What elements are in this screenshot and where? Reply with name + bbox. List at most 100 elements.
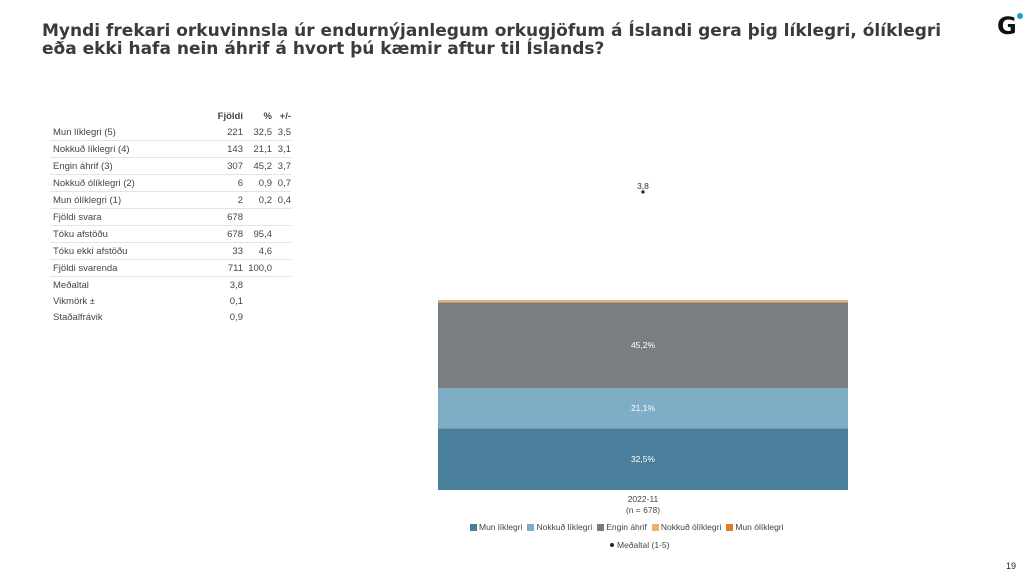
stats-row-label: Staðalfrávik [53,311,103,323]
mean-marker-icon [610,543,614,547]
bar-segment-label: 32,5% [631,454,656,464]
legend-label: Nokkuð ólíklegri [660,522,722,532]
stats-row: Tóku ekki afstöðu 33 4,6 [50,242,291,260]
stats-row-count: 3,8 [229,279,243,291]
stats-row-margin [272,259,291,277]
stats-row-count: 221 [193,124,243,141]
stats-row-label: Tóku afstöðu [50,225,193,243]
page-number: 19 [1006,561,1017,571]
stats-row-label: Nokkuð líklegri (4) [50,140,193,158]
stats-row-margin: 3,5 [272,124,291,141]
stats-row-percent: 32,5 [243,124,272,141]
stats-row-count: 2 [193,191,243,209]
stats-row: Meðaltal 3,8 [50,277,291,294]
stats-row-label: Meðaltal [53,279,89,291]
category-sublabel: (n = 678) [626,505,660,515]
stats-row: Staðalfrávik 0,9 [50,309,291,325]
stats-row: Engin áhrif (3) 307 45,2 3,7 [50,157,291,175]
stats-header-label [50,108,193,124]
stats-row-label: Mun líklegri (5) [50,124,193,141]
category-label: 2022-11 [628,494,659,504]
bar-segment-label: 21,1% [631,403,656,413]
bar-segment [438,302,848,389]
stats-row-label: Fjöldi svarenda [50,259,193,277]
stats-row: Fjöldi svarenda 711 100,0 [50,259,291,277]
stats-row-percent: 100,0 [243,259,272,277]
stats-row-margin [272,293,291,309]
stats-row-count: 33 [193,242,243,260]
legend-swatch-icon [651,523,659,531]
legend-item: Engin áhrif [597,522,647,532]
stats-row-count: 6 [193,174,243,192]
stats-row: Tóku afstöðu 678 95,4 [50,225,291,243]
stats-row-percent [243,277,272,294]
stats-row-margin [272,225,291,243]
stats-row-count: 0,1 [229,295,243,307]
legend-label: Engin áhrif [606,522,647,532]
stats-row-count: 143 [193,140,243,158]
bar-segment [438,300,848,303]
stats-row-label: Vikmörk ± [53,295,95,307]
legend-label: Mun líklegri [479,522,523,532]
stats-row: Vikmörk ± 0,1 [50,293,291,309]
gallup-logo: G [997,12,1023,40]
mean-legend: Meðaltal (1-5) [610,540,669,550]
stats-row-label: Engin áhrif (3) [50,157,193,175]
stats-row-percent: 0,9 [243,174,272,192]
legend-item: Mun líklegri [470,522,522,532]
stats-row-margin: 0,4 [272,191,291,209]
stats-row: Nokkuð líklegri (4) 143 21,1 3,1 [50,140,291,158]
legend-swatch-icon [597,523,605,531]
stats-row-percent: 0,2 [243,191,272,209]
stats-row-count: 307 [193,157,243,175]
stats-row-label: Tóku ekki afstöðu [50,242,193,260]
logo-dot-icon [1017,13,1023,19]
mean-value-label: 3,8 [637,181,649,191]
chart-title: Myndi frekari orkuvinnsla úr endurnýjanl… [42,21,942,59]
bar-segment [438,388,848,429]
stats-header-percent: % [263,110,272,122]
stats-row-margin [272,242,291,260]
legend-item: Nokkuð líklegri [527,522,592,532]
stats-row: Mun ólíklegri (1) 2 0,2 0,4 [50,191,291,209]
stacked-bar-chart: 32,5% 21,1% 45,2% 3,8 2022-11(n = 678) [438,181,848,515]
stats-row: Fjöldi svara 678 [50,208,291,226]
stats-header-count: Fjöldi [217,110,243,122]
stats-row-label: Nokkuð ólíklegri (2) [50,174,193,192]
stats-row-margin: 3,1 [272,140,291,158]
stats-row-percent: 4,6 [243,242,272,260]
legend-swatch-icon [470,523,477,531]
legend-label: Mun ólíklegri [735,522,784,532]
stats-row-percent [243,293,272,309]
stats-row-label: Mun ólíklegri (1) [50,191,193,209]
stats-row-count: 0,9 [229,311,243,323]
stats-row-margin [272,309,291,325]
stats-row: Mun líklegri (5) 221 32,5 3,5 [50,124,291,141]
legend-item: Nokkuð ólíklegri [651,522,722,532]
stats-row-margin [272,277,291,294]
legend-item: Mun ólíklegri [726,522,784,532]
stats-row-percent: 95,4 [243,225,272,243]
bar-segment [438,428,848,490]
stats-header-margin: +/- [279,110,291,122]
stats-row-percent [243,208,272,226]
stats-row: Nokkuð ólíklegri (2) 6 0,9 0,7 [50,174,291,192]
stats-row-label: Fjöldi svara [50,208,193,226]
logo-letter: G [997,12,1017,40]
bar-segment-label: 45,2% [631,340,656,350]
stats-row-percent: 21,1 [243,140,272,158]
stats-row-percent: 45,2 [243,157,272,175]
legend-label: Nokkuð líklegri [536,522,593,532]
legend-swatch-icon [726,523,734,531]
stats-row-margin: 0,7 [272,174,291,192]
stats-row-margin: 3,7 [272,157,291,175]
chart-legend: Mun líklegri Nokkuð líklegri Engin áhrif No… [470,522,784,532]
mean-marker [641,190,645,194]
stats-table: Fjöldi % +/- Mun líklegri (5) 221 32,5 3,5 N… [50,108,291,325]
stats-row-count: 678 [193,208,243,226]
stats-row-margin [272,208,291,226]
stats-row-percent [243,309,272,325]
stats-row-count: 711 [193,259,243,277]
legend-swatch-icon [527,523,535,531]
stats-header-row: Fjöldi % +/- [50,108,291,124]
